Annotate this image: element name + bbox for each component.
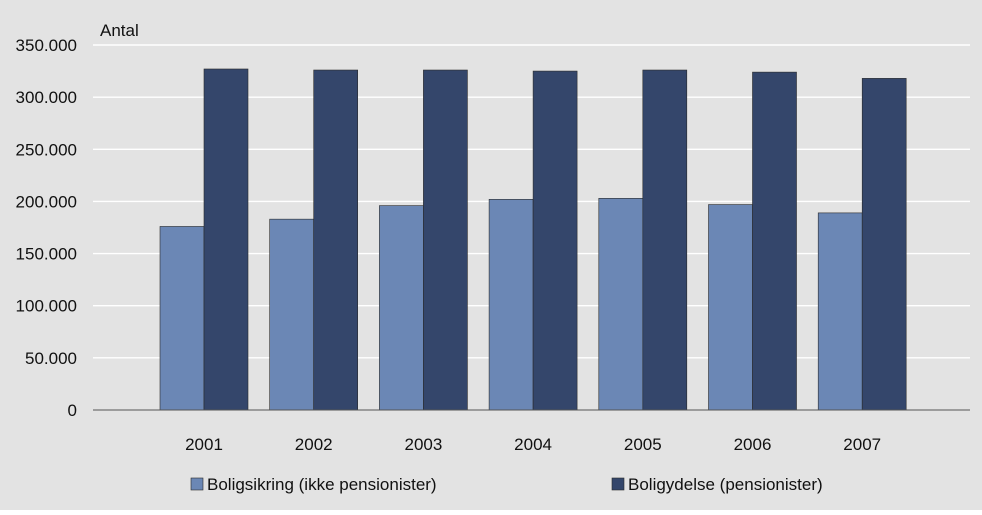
y-tick-label: 150.000 [16, 245, 77, 264]
y-tick-label: 300.000 [16, 88, 77, 107]
bar-boligsikring-2005 [598, 198, 644, 411]
x-tick-label: 2005 [624, 435, 662, 454]
bar-boligsikring-2007 [817, 212, 863, 411]
bars [159, 68, 907, 411]
x-tick-label: 2006 [734, 435, 772, 454]
x-tick-label: 2004 [514, 435, 552, 454]
x-tick-label: 2002 [295, 435, 333, 454]
bar-boligsikring-2004 [488, 199, 534, 411]
y-tick-label: 200.000 [16, 192, 77, 211]
x-tick-label: 2007 [843, 435, 881, 454]
y-axis-ticks: 0 50.000 100.000 150.000 200.000 250.000 300.0… [16, 36, 77, 420]
bar-boligydelse-2001 [203, 68, 249, 411]
legend-label: Boligydelse (pensionister) [628, 475, 823, 494]
x-axis-ticks: 2001 2002 2003 2004 2005 2006 2007 [185, 435, 881, 454]
bar-boligydelse-2007 [861, 78, 907, 411]
y-tick-label: 50.000 [25, 349, 77, 368]
legend: Boligsikring (ikke pensionister) Boligyde… [190, 475, 823, 494]
y-tick-label: 100.000 [16, 297, 77, 316]
x-tick-label: 2003 [404, 435, 442, 454]
bar-boligsikring-2006 [708, 204, 753, 411]
bar-boligsikring-2002 [269, 218, 315, 411]
y-tick-label: 350.000 [16, 36, 77, 55]
legend-swatch [190, 477, 204, 491]
legend-label: Boligsikring (ikke pensionister) [207, 475, 437, 494]
bar-boligsikring-2003 [379, 205, 424, 411]
bar-boligydelse-2002 [313, 69, 359, 411]
y-tick-label: 250.000 [16, 140, 77, 159]
bar-boligsikring-2001 [159, 226, 205, 411]
legend-swatch [611, 477, 625, 491]
bar-boligydelse-2005 [642, 69, 688, 411]
bar-boligydelse-2004 [532, 70, 578, 411]
x-tick-label: 2001 [185, 435, 223, 454]
bar-boligydelse-2003 [423, 69, 468, 411]
y-tick-label: 0 [68, 401, 77, 420]
y-axis-label: Antal [100, 21, 139, 40]
bar-boligydelse-2006 [752, 71, 797, 411]
